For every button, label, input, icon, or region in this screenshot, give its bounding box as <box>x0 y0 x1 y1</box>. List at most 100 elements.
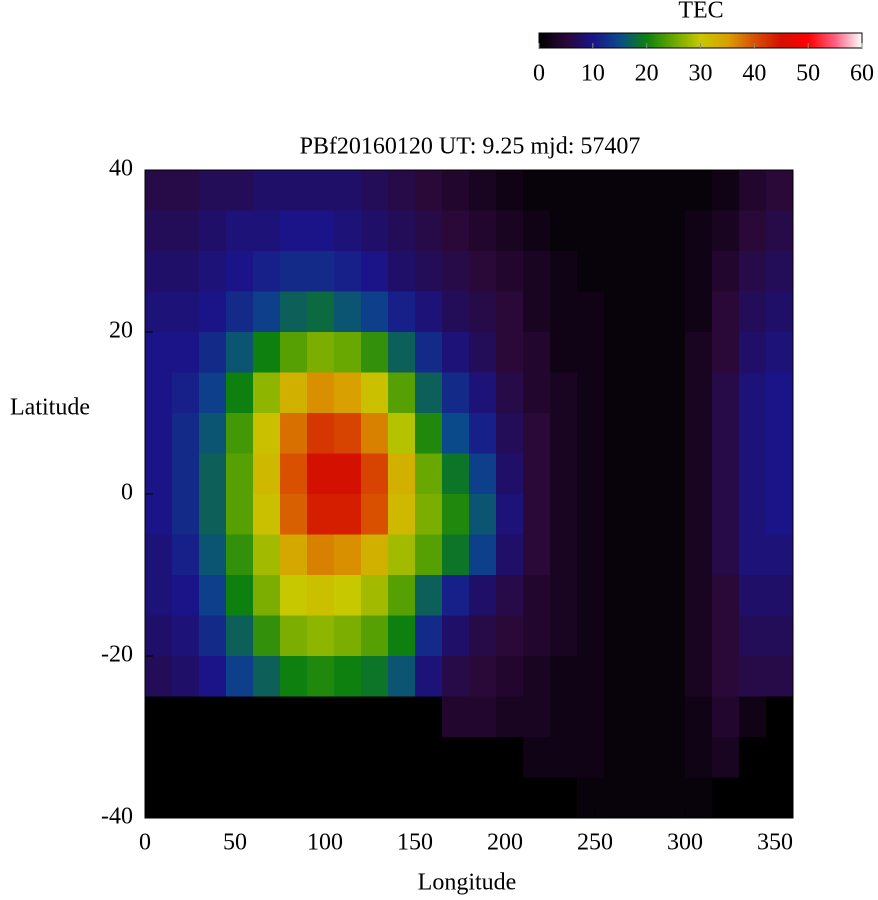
heat-cell <box>766 575 794 616</box>
heat-cell <box>523 332 551 373</box>
heat-cell <box>388 534 416 576</box>
heat-cell <box>496 696 524 738</box>
heat-cell <box>442 210 470 252</box>
heat-cell <box>496 656 524 697</box>
heat-cell <box>334 332 362 373</box>
heat-cell <box>199 453 227 495</box>
heat-cell <box>496 332 524 373</box>
heat-cell <box>523 777 551 819</box>
heat-cell <box>334 656 362 697</box>
heat-cell <box>685 696 713 738</box>
heat-cell <box>199 170 227 211</box>
heat-cell <box>442 413 470 454</box>
heat-cell <box>442 615 470 657</box>
heat-cell <box>631 413 659 454</box>
heat-cell <box>253 777 281 819</box>
heat-cell <box>631 575 659 616</box>
heat-cell <box>199 332 227 373</box>
heat-cell <box>739 494 767 535</box>
heat-cell <box>523 696 551 738</box>
heat-cell <box>172 696 200 738</box>
heat-cell <box>226 656 254 697</box>
heat-cell <box>334 534 362 576</box>
x-tick-label: 250 <box>577 830 613 856</box>
heat-cell <box>685 737 713 778</box>
heat-cell <box>415 251 443 292</box>
x-tick-label: 50 <box>223 830 247 856</box>
heat-cell <box>523 615 551 657</box>
heat-cell <box>685 372 713 414</box>
heat-cell <box>145 575 173 616</box>
heat-cell <box>442 575 470 616</box>
heat-cell <box>334 170 362 211</box>
heat-cell <box>145 656 173 697</box>
heat-cell <box>631 494 659 535</box>
heat-cell <box>307 413 335 454</box>
heat-cell <box>415 534 443 576</box>
heat-cell <box>469 534 497 576</box>
heat-cell <box>361 534 389 576</box>
heat-cell <box>604 494 632 535</box>
heat-cell <box>280 291 308 333</box>
heat-cell <box>388 696 416 738</box>
heat-cell <box>361 615 389 657</box>
heat-cell <box>739 413 767 454</box>
heat-cell <box>307 737 335 778</box>
heat-cell <box>307 534 335 576</box>
heat-cell <box>550 170 578 211</box>
heat-cell <box>712 615 740 657</box>
heat-cell <box>712 494 740 535</box>
heat-cell <box>739 291 767 333</box>
heat-cell <box>604 615 632 657</box>
heat-cell <box>361 251 389 292</box>
heat-cell <box>415 332 443 373</box>
heat-cell <box>658 291 686 333</box>
heat-cell <box>253 332 281 373</box>
heat-cell <box>496 251 524 292</box>
heat-cell <box>172 777 200 819</box>
heat-cell <box>739 372 767 414</box>
heat-cell <box>604 696 632 738</box>
heat-cell <box>550 737 578 778</box>
heat-cell <box>307 494 335 535</box>
heat-cell <box>226 170 254 211</box>
colorbar-tick-label: 0 <box>533 61 545 87</box>
heat-cell <box>334 372 362 414</box>
heat-cell <box>388 777 416 819</box>
heat-cell <box>361 332 389 373</box>
heat-cell <box>469 170 497 211</box>
heat-cell <box>307 291 335 333</box>
heat-cell <box>226 251 254 292</box>
heat-cell <box>658 251 686 292</box>
heat-cell <box>307 453 335 495</box>
heat-cell <box>766 170 794 211</box>
heat-cell <box>550 615 578 657</box>
heat-cell <box>307 210 335 252</box>
heat-cell <box>658 372 686 414</box>
heat-cell <box>550 575 578 616</box>
heat-cell <box>523 575 551 616</box>
heat-cell <box>712 291 740 333</box>
heat-cell <box>685 170 713 211</box>
heat-cell <box>388 737 416 778</box>
heat-cell <box>685 210 713 252</box>
heat-cell <box>766 534 794 576</box>
heat-cell <box>631 777 659 819</box>
heat-cell <box>550 291 578 333</box>
heat-cell <box>199 575 227 616</box>
y-tick-label: -20 <box>101 642 133 668</box>
heat-cell <box>712 534 740 576</box>
heat-cell <box>712 737 740 778</box>
heat-cell <box>469 575 497 616</box>
heat-cell <box>496 170 524 211</box>
heat-cell <box>415 210 443 252</box>
heat-cell <box>658 575 686 616</box>
colorbar-tick-label: 60 <box>850 61 874 87</box>
heat-cell <box>577 170 605 211</box>
heat-cell <box>361 696 389 738</box>
heat-cell <box>685 332 713 373</box>
heat-cell <box>334 696 362 738</box>
heat-cell <box>469 210 497 252</box>
